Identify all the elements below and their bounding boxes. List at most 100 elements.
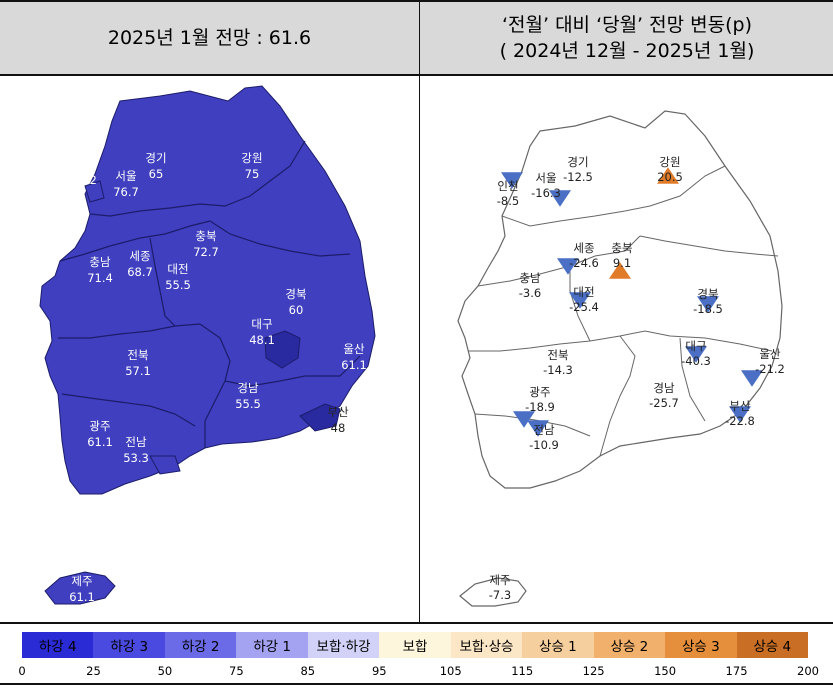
right-region-name: 대구: [685, 339, 706, 353]
left-region-name: 경남: [237, 381, 259, 395]
right-region-gyeongnam: 경남-25.7: [649, 381, 679, 410]
right-region-name: 전남: [533, 423, 555, 437]
left-region-busan: 부산 48: [327, 405, 349, 435]
left-region-gyeongbuk: 경북 60: [285, 287, 306, 317]
right-region-name: 충남: [519, 271, 541, 285]
right-mainland-shape: [457, 110, 783, 489]
bottom-rule: [0, 683, 833, 685]
left-region-value: 61.1: [341, 358, 367, 372]
left-border-line: [89, 140, 306, 217]
legend-segment: 상승 3: [665, 632, 737, 658]
right-border-line: [474, 413, 591, 437]
right-region-value: -21.2: [755, 362, 785, 376]
left-region-seoul: 서울 76.7: [113, 169, 139, 199]
right-title: ‘전월’ 대비 ‘당월’ 전망 변동(p) ( 2024년 12월 - 2025…: [421, 2, 833, 74]
left-island-shape: [84, 180, 105, 203]
right-region-name: 충북: [611, 241, 632, 255]
left-region-name: 경기: [145, 151, 166, 165]
right-marker-jeonnam-down-arrow-icon: [527, 420, 549, 437]
right-region-gyeongbuk: 경북-18.5: [693, 287, 723, 316]
left-region-jeju: 제주 61.1: [69, 574, 95, 604]
right-region-seoul: 서울-16.3: [531, 171, 561, 200]
left-island-shape: [149, 455, 181, 475]
legend-tick: 25: [86, 664, 101, 678]
right-region-daegu: 대구-40.3: [681, 339, 711, 368]
legend-ticks: 0 25 50 75 85 95 105 115 125 150 175 200: [0, 664, 833, 682]
legend: 하강 4 하강 3 하강 2 하강 1 보합·하강 보합 보합·상승 상승 1 상승 2 상승 3…: [0, 622, 833, 689]
right-map-labels: 인천-8.5서울-16.3경기-12.5강원20.5세종-24.6충북9.1충남…: [489, 155, 785, 602]
legend-tick: 125: [582, 664, 605, 678]
right-region-name: 경북: [697, 287, 718, 301]
legend-bar: 하강 4 하강 3 하강 2 하강 1 보합·하강 보합 보합·상승 상승 1 상승 2 상승 3…: [22, 632, 808, 658]
left-daegu-shape: [264, 330, 301, 369]
right-region-value: -12.5: [563, 170, 593, 184]
right-region-jeonbuk: 전북-14.3: [543, 348, 573, 377]
right-region-gwangju: 광주-18.9: [525, 385, 555, 414]
right-marker-ulsan-down-arrow-icon: [741, 370, 763, 387]
legend-segment: 보합·하강: [307, 632, 380, 658]
left-region-value: 61.1: [69, 590, 95, 604]
right-marker-daejeon-down-arrow-icon: [569, 292, 591, 309]
left-region-incheon: 인천 56.2: [71, 157, 97, 187]
right-region-name: 경남: [653, 381, 675, 395]
legend-tick: 150: [654, 664, 677, 678]
right-marker-gwangju-down-arrow-icon: [513, 411, 535, 428]
right-region-name: 서울: [535, 171, 556, 185]
left-map-shapes: [39, 85, 376, 605]
left-region-name: 울산: [343, 342, 365, 356]
legend-segment: 하강 1: [236, 632, 308, 658]
left-region-name: 부산: [327, 405, 349, 419]
right-marker-busan-down-arrow-icon: [729, 406, 751, 423]
right-border-line: [639, 235, 779, 257]
right-region-gyeonggi: 경기-12.5: [563, 155, 593, 184]
left-region-value: 65: [149, 167, 164, 181]
right-marker-chungbuk-up-arrow-icon: [609, 262, 631, 279]
map-divider: [419, 76, 420, 622]
left-border-line: [58, 323, 201, 339]
left-region-name: 대전: [167, 262, 188, 276]
left-region-name: 전북: [127, 348, 148, 362]
left-region-name: 세종: [129, 249, 150, 263]
right-border-line: [468, 335, 621, 352]
left-region-name: 대구: [251, 317, 272, 331]
legend-tick: 0: [18, 664, 26, 678]
left-region-name: 충북: [195, 229, 216, 243]
right-region-value: -3.6: [519, 286, 541, 300]
left-border-line: [61, 393, 196, 427]
legend-segment: 보합: [379, 632, 451, 658]
right-region-value: -10.9: [529, 438, 559, 452]
right-region-name: 전북: [547, 348, 568, 362]
legend-segment: 상승 2: [593, 632, 666, 658]
right-region-value: -25.7: [649, 396, 679, 410]
left-region-chungbuk: 충북 72.7: [193, 229, 219, 259]
legend-tick: 85: [300, 664, 316, 678]
left-busan-shape: [299, 403, 341, 432]
right-region-name: 강원: [659, 155, 680, 169]
left-region-value: 56.2: [71, 173, 97, 187]
left-region-value: 48: [331, 421, 346, 435]
right-region-value: -22.8: [725, 414, 755, 428]
right-region-value: -18.9: [525, 400, 555, 414]
left-region-value: 71.4: [87, 271, 113, 285]
legend-segment: 상승 4: [736, 632, 808, 658]
left-region-value: 72.7: [193, 245, 219, 259]
left-region-value: 48.1: [249, 333, 275, 347]
legend-tick: 200: [797, 664, 819, 678]
left-region-gangwon: 강원 75: [241, 151, 262, 181]
left-jeju-shape: [44, 571, 116, 605]
right-border-line: [569, 266, 591, 342]
left-region-name: 인천: [73, 157, 94, 171]
left-title: 2025년 1월 전망 : 61.6: [107, 27, 312, 49]
right-map-shapes: [457, 110, 783, 607]
header-divider: [419, 2, 420, 74]
right-region-name: 울산: [759, 347, 781, 361]
legend-tick: 105: [439, 664, 462, 678]
right-border-line: [679, 337, 706, 422]
legend-segment: 보합·상승: [450, 632, 523, 658]
left-region-name: 충남: [89, 255, 111, 269]
right-jeju-shape: [459, 577, 527, 607]
left-map-labels: 인천 56.2 서울 76.7 경기 65 강원 75 충북 72.7 충남 71.4 세종 68.7 대전…: [69, 151, 367, 604]
left-map: 인천 56.2 서울 76.7 경기 65 강원 75 충북 72.7 충남 71.4 세종 68.7 대전…: [39, 85, 376, 605]
right-map: 인천-8.5서울-16.3경기-12.5강원20.5세종-24.6충북9.1충남…: [457, 110, 785, 607]
legend-tick: 95: [371, 664, 387, 678]
